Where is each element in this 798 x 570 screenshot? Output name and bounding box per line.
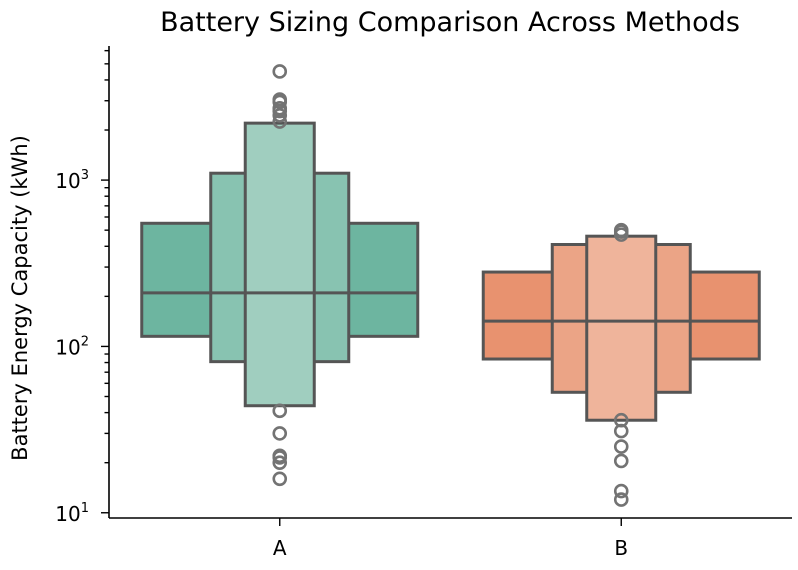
outlier-point-A	[272, 426, 288, 441]
boxen-group-A	[140, 64, 420, 487]
outlier-point-B	[613, 412, 629, 428]
plot-area	[140, 64, 761, 507]
outlier-point-A	[272, 455, 288, 470]
chart-title: Battery Sizing Comparison Across Methods	[160, 7, 740, 38]
outlier-point-B	[613, 439, 629, 454]
outlier-point-A	[272, 403, 288, 419]
y-tick-label: 101	[55, 501, 89, 526]
outlier-point-A	[272, 64, 288, 79]
boxen-level-3-B	[585, 234, 658, 422]
x-tick-label-B: B	[614, 536, 628, 560]
outlier-point-A	[272, 92, 288, 107]
x-tick-label-A: A	[273, 536, 287, 560]
axes: 101 102 103 A B	[55, 49, 628, 560]
outlier-point-B	[613, 483, 629, 499]
boxen-group-B	[481, 222, 761, 507]
outlier-point-A	[272, 101, 288, 116]
outlier-point-A	[272, 448, 288, 464]
y-tick-label: 103	[55, 168, 89, 193]
outlier-point-A	[272, 471, 288, 487]
outlier-point-B	[613, 453, 629, 469]
y-tick-label: 102	[55, 334, 89, 359]
y-axis-label: Battery Energy Capacity (kWh)	[8, 135, 32, 461]
boxen-level-3-A	[243, 121, 316, 408]
outlier-point-B	[613, 222, 629, 238]
outlier-point-A	[272, 108, 288, 123]
outlier-point-B	[613, 492, 629, 507]
